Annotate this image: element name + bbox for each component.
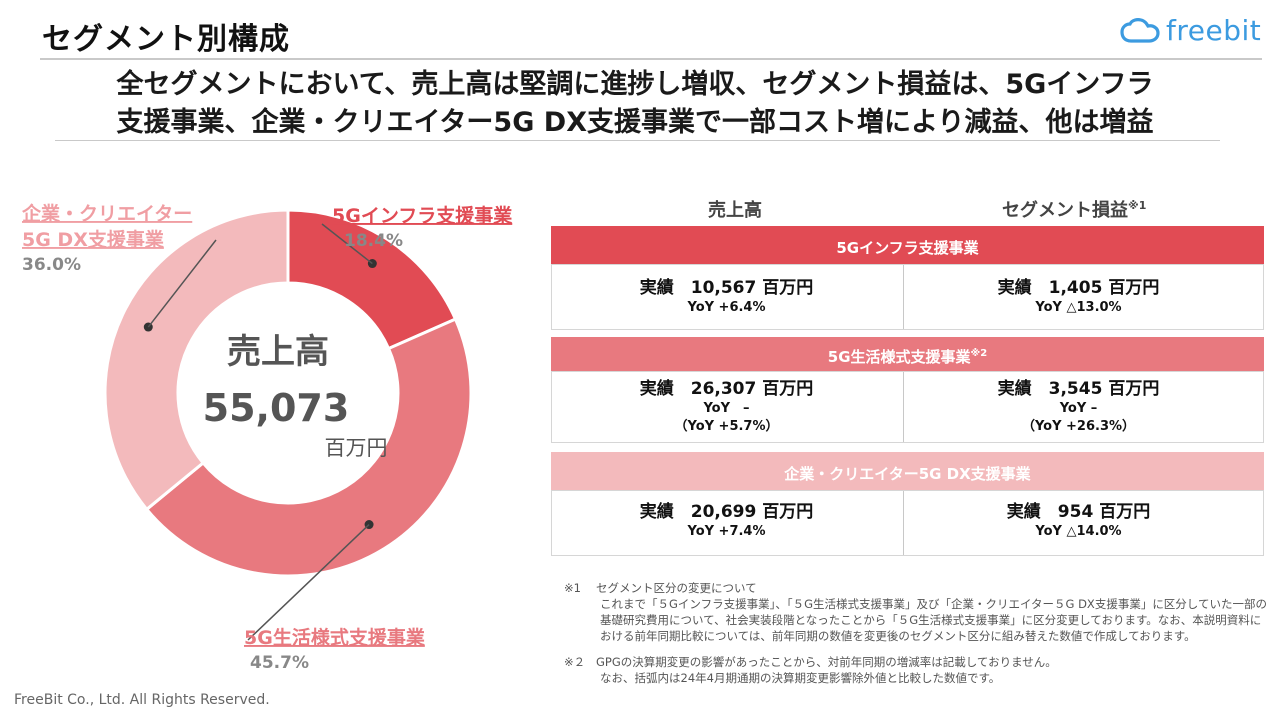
slice-value-label: 36.0% [22, 255, 81, 275]
note1-title: セグメント区分の変更について [596, 581, 757, 595]
sales-actual: 実績 20,699 百万円 [639, 502, 814, 522]
copyright: FreeBit Co., Ltd. All Rights Reserved. [14, 692, 270, 708]
profit-yoy: YoY △14.0% [1035, 524, 1122, 539]
column-header-profit-label: セグメント損益 [1002, 200, 1128, 221]
sales-yoy-adjusted: （YoY +5.7%） [674, 419, 779, 434]
segment-name: 企業・クリエイター5G DX支援事業 [784, 465, 1031, 483]
segment-header: 5Gインフラ支援事業 [551, 226, 1264, 264]
center-value: 55,073 [203, 386, 350, 430]
sales-donut-chart: 5Gインフラ支援事業 18.4% 5G生活様式支援事業 45.7% 企業・クリエイター 5… [21, 202, 513, 673]
center-unit: 百万円 [325, 436, 388, 460]
segment-results [551, 490, 1264, 556]
profit-actual: 実績 954 百万円 [1006, 502, 1151, 522]
slice-label: 5Gインフラ支援事業 [332, 204, 513, 227]
profit-actual: 実績 1,405 百万円 [997, 278, 1160, 298]
profit-yoy-adjusted: （YoY +26.3%） [1021, 419, 1136, 434]
headline-divider [55, 140, 1220, 141]
segment-results [551, 264, 1264, 330]
profit-actual: 実績 3,545 百万円 [997, 379, 1160, 399]
sales-yoy: YoY – [703, 401, 750, 416]
column-header-profit: セグメント損益※1 [1002, 196, 1146, 222]
leader-line [147, 239, 217, 328]
donut-slice [103, 208, 290, 512]
sales-cell: 実績 20,699 百万円 YoY +7.4% [551, 501, 902, 541]
column-header-sales: 売上高 [708, 200, 762, 221]
note1-mark: ※1 [564, 581, 581, 595]
title-divider [40, 58, 1262, 60]
headline-line-2: 支援事業、企業・クリエイター5G DX支援事業で一部コスト増により減益、他は増益 [116, 107, 1154, 138]
footnotes: ※1 セグメント区分の変更について これまで「５Gインフラ支援事業」、「５G生活… [564, 580, 1268, 686]
segment-note: ※2 [970, 348, 988, 359]
page-title: セグメント別構成 [42, 22, 290, 57]
segment-results [551, 371, 1264, 443]
segment-name: 5Gインフラ支援事業 [836, 239, 979, 257]
center-label: 売上高 [227, 332, 329, 372]
logo-text: freebit [1166, 14, 1262, 47]
freebit-logo: freebit [1120, 14, 1261, 47]
donut-slice [144, 317, 473, 578]
slice-value-label: 18.4% [344, 231, 403, 251]
slice-label: 5G DX支援事業 [22, 228, 165, 251]
profit-cell: 実績 1,405 百万円 YoY △13.0% [903, 277, 1254, 317]
slice-value-label: 45.7% [250, 653, 309, 673]
note2-mark: ※２ [564, 655, 586, 669]
segment-header: 5G生活様式支援事業※2 [551, 337, 1264, 371]
cloud-icon [1120, 17, 1160, 43]
note2-line2: なお、括弧内は24年4月期通期の決算期変更影響除外値と比較した数値です。 [600, 671, 1001, 685]
sales-actual: 実績 26,307 百万円 [639, 379, 814, 399]
column-divider [903, 372, 904, 442]
column-divider [903, 491, 904, 555]
slice-label: 企業・クリエイター [21, 202, 192, 225]
sales-actual: 実績 10,567 百万円 [639, 278, 814, 298]
profit-yoy: YoY △13.0% [1035, 300, 1122, 315]
sales-cell: 実績 10,567 百万円 YoY +6.4% [551, 277, 902, 317]
sales-cell: 実績 26,307 百万円 YoY – （YoY +5.7%） [551, 378, 902, 436]
segment-header: 企業・クリエイター5G DX支援事業 [551, 452, 1264, 490]
profit-cell: 実績 954 百万円 YoY △14.0% [903, 501, 1254, 541]
headline-line-1: 全セグメントにおいて、売上高は堅調に進捗し増収、セグメント損益は、5Gインフラ [116, 69, 1154, 100]
column-divider [903, 265, 904, 329]
segment-name: 5G生活様式支援事業 [827, 348, 971, 366]
sales-yoy: YoY +6.4% [687, 300, 766, 315]
sales-yoy: YoY +7.4% [687, 524, 766, 539]
headline: 全セグメントにおいて、売上高は堅調に進捗し増収、セグメント損益は、5Gインフラ … [40, 66, 1230, 142]
column-header-profit-note: ※1 [1128, 199, 1147, 212]
leader-line [247, 523, 370, 641]
note1-body: これまで「５Gインフラ支援事業」、「５G生活様式支援事業」及び「企業・クリエイタ… [600, 597, 1267, 643]
note2-line1: GPGの決算期変更の影響があったことから、対前年同期の増減率は記載しておりません… [596, 655, 1057, 669]
slice-label: 5G生活様式支援事業 [244, 626, 426, 649]
profit-cell: 実績 3,545 百万円 YoY – （YoY +26.3%） [903, 378, 1254, 436]
profit-yoy: YoY – [1059, 401, 1098, 416]
leader-line [321, 223, 373, 265]
